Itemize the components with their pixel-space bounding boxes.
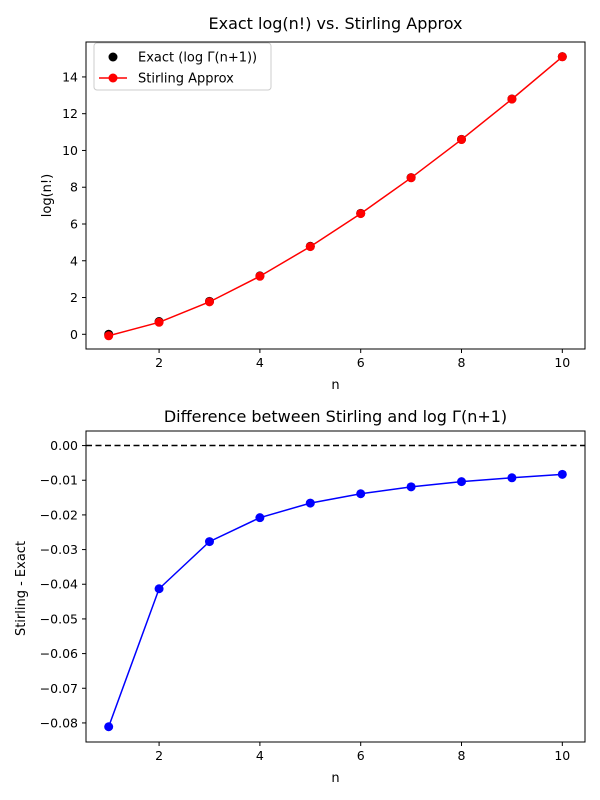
data-point-series-1-n6 [356, 209, 366, 219]
x-axis-label: n [331, 378, 339, 393]
legend-box [93, 42, 272, 91]
y-tick-label: 12 [62, 106, 78, 121]
x-tick-label: 8 [458, 748, 466, 763]
data-point-series-0-n10 [557, 469, 567, 479]
y-tick-label: −0.08 [40, 715, 78, 730]
y-tick-label: −0.05 [40, 611, 78, 626]
data-point-series-0-n1 [104, 722, 114, 732]
y-tick-label: −0.06 [40, 646, 78, 661]
y-tick-label: 10 [62, 143, 78, 158]
data-point-series-0-n3 [204, 537, 214, 547]
legend-marker-exact [108, 52, 118, 62]
x-tick-label: 2 [155, 748, 163, 763]
plot-marks [104, 52, 567, 341]
chart-title: Exact log(n!) vs. Stirling Approx [208, 14, 462, 33]
y-tick-label: 0 [70, 327, 78, 342]
legend: Exact (log Γ(n+1)) Stirling Approx [93, 42, 272, 91]
series-line-0 [107, 473, 563, 727]
data-point-series-0-n4 [255, 513, 265, 523]
x-tick-label: 2 [155, 355, 163, 370]
data-point-series-0-n9 [507, 473, 517, 483]
y-tick-label: 14 [62, 69, 78, 84]
data-point-series-1-n8 [457, 135, 467, 145]
axis-ticks: 2 4 6 8 10 0.00 −0.01 −0.02 −0.03 −0.04 −0.05 −0.06… [40, 438, 571, 763]
y-tick-label: −0.07 [40, 681, 78, 696]
chart-difference: Difference between Stirling and log Γ(n+… [14, 407, 586, 786]
chart-log-factorial: Exact log(n!) vs. Stirling Approx n log(… [40, 14, 586, 393]
data-point-series-0-n5 [305, 498, 315, 508]
data-point-series-1-n5 [305, 242, 315, 252]
data-point-series-0-n8 [457, 477, 467, 487]
x-tick-label: 4 [256, 748, 264, 763]
legend-label-stirling: Stirling Approx [138, 72, 234, 87]
y-tick-label: −0.04 [40, 577, 78, 592]
x-tick-label: 6 [357, 355, 365, 370]
data-point-series-1-n3 [204, 297, 214, 307]
y-axis-label: log(n!) [40, 174, 55, 217]
x-tick-label: 10 [554, 748, 570, 763]
x-tick-label: 8 [458, 355, 466, 370]
data-point-series-0-n7 [406, 482, 416, 492]
y-tick-label: 8 [70, 180, 78, 195]
data-point-series-1-n7 [406, 173, 416, 183]
chart-title: Difference between Stirling and log Γ(n+… [164, 407, 507, 426]
y-tick-label: 4 [70, 253, 78, 268]
y-tick-label: −0.02 [40, 507, 78, 522]
x-tick-label: 6 [357, 748, 365, 763]
data-point-series-1-n10 [557, 52, 567, 62]
data-point-series-0-n6 [356, 489, 366, 499]
y-tick-label: 6 [70, 216, 78, 231]
data-point-series-1-n2 [154, 317, 164, 327]
data-point-series-1-n4 [255, 271, 265, 281]
series-line-1 [108, 56, 563, 337]
data-point-series-1-n9 [507, 94, 517, 104]
y-tick-label: −0.01 [40, 473, 78, 488]
x-axis-label: n [331, 771, 339, 786]
legend-marker-stirling [108, 73, 118, 83]
plot-marks [86, 444, 585, 732]
plot-frame [85, 41, 586, 350]
y-axis-label: Stirling - Exact [14, 541, 29, 636]
y-tick-label: 2 [70, 290, 78, 305]
x-tick-label: 4 [256, 355, 264, 370]
y-tick-label: −0.03 [40, 542, 78, 557]
data-point-series-1-n1 [104, 331, 114, 341]
x-tick-label: 10 [554, 355, 570, 370]
data-point-series-0-n2 [154, 584, 164, 594]
y-tick-label: 0.00 [50, 438, 78, 453]
axis-ticks: 2 4 6 8 10 0 2 4 6 8 10 12 14 [62, 69, 570, 370]
legend-label-exact: Exact (log Γ(n+1)) [138, 51, 257, 66]
plot-frame [85, 430, 586, 743]
